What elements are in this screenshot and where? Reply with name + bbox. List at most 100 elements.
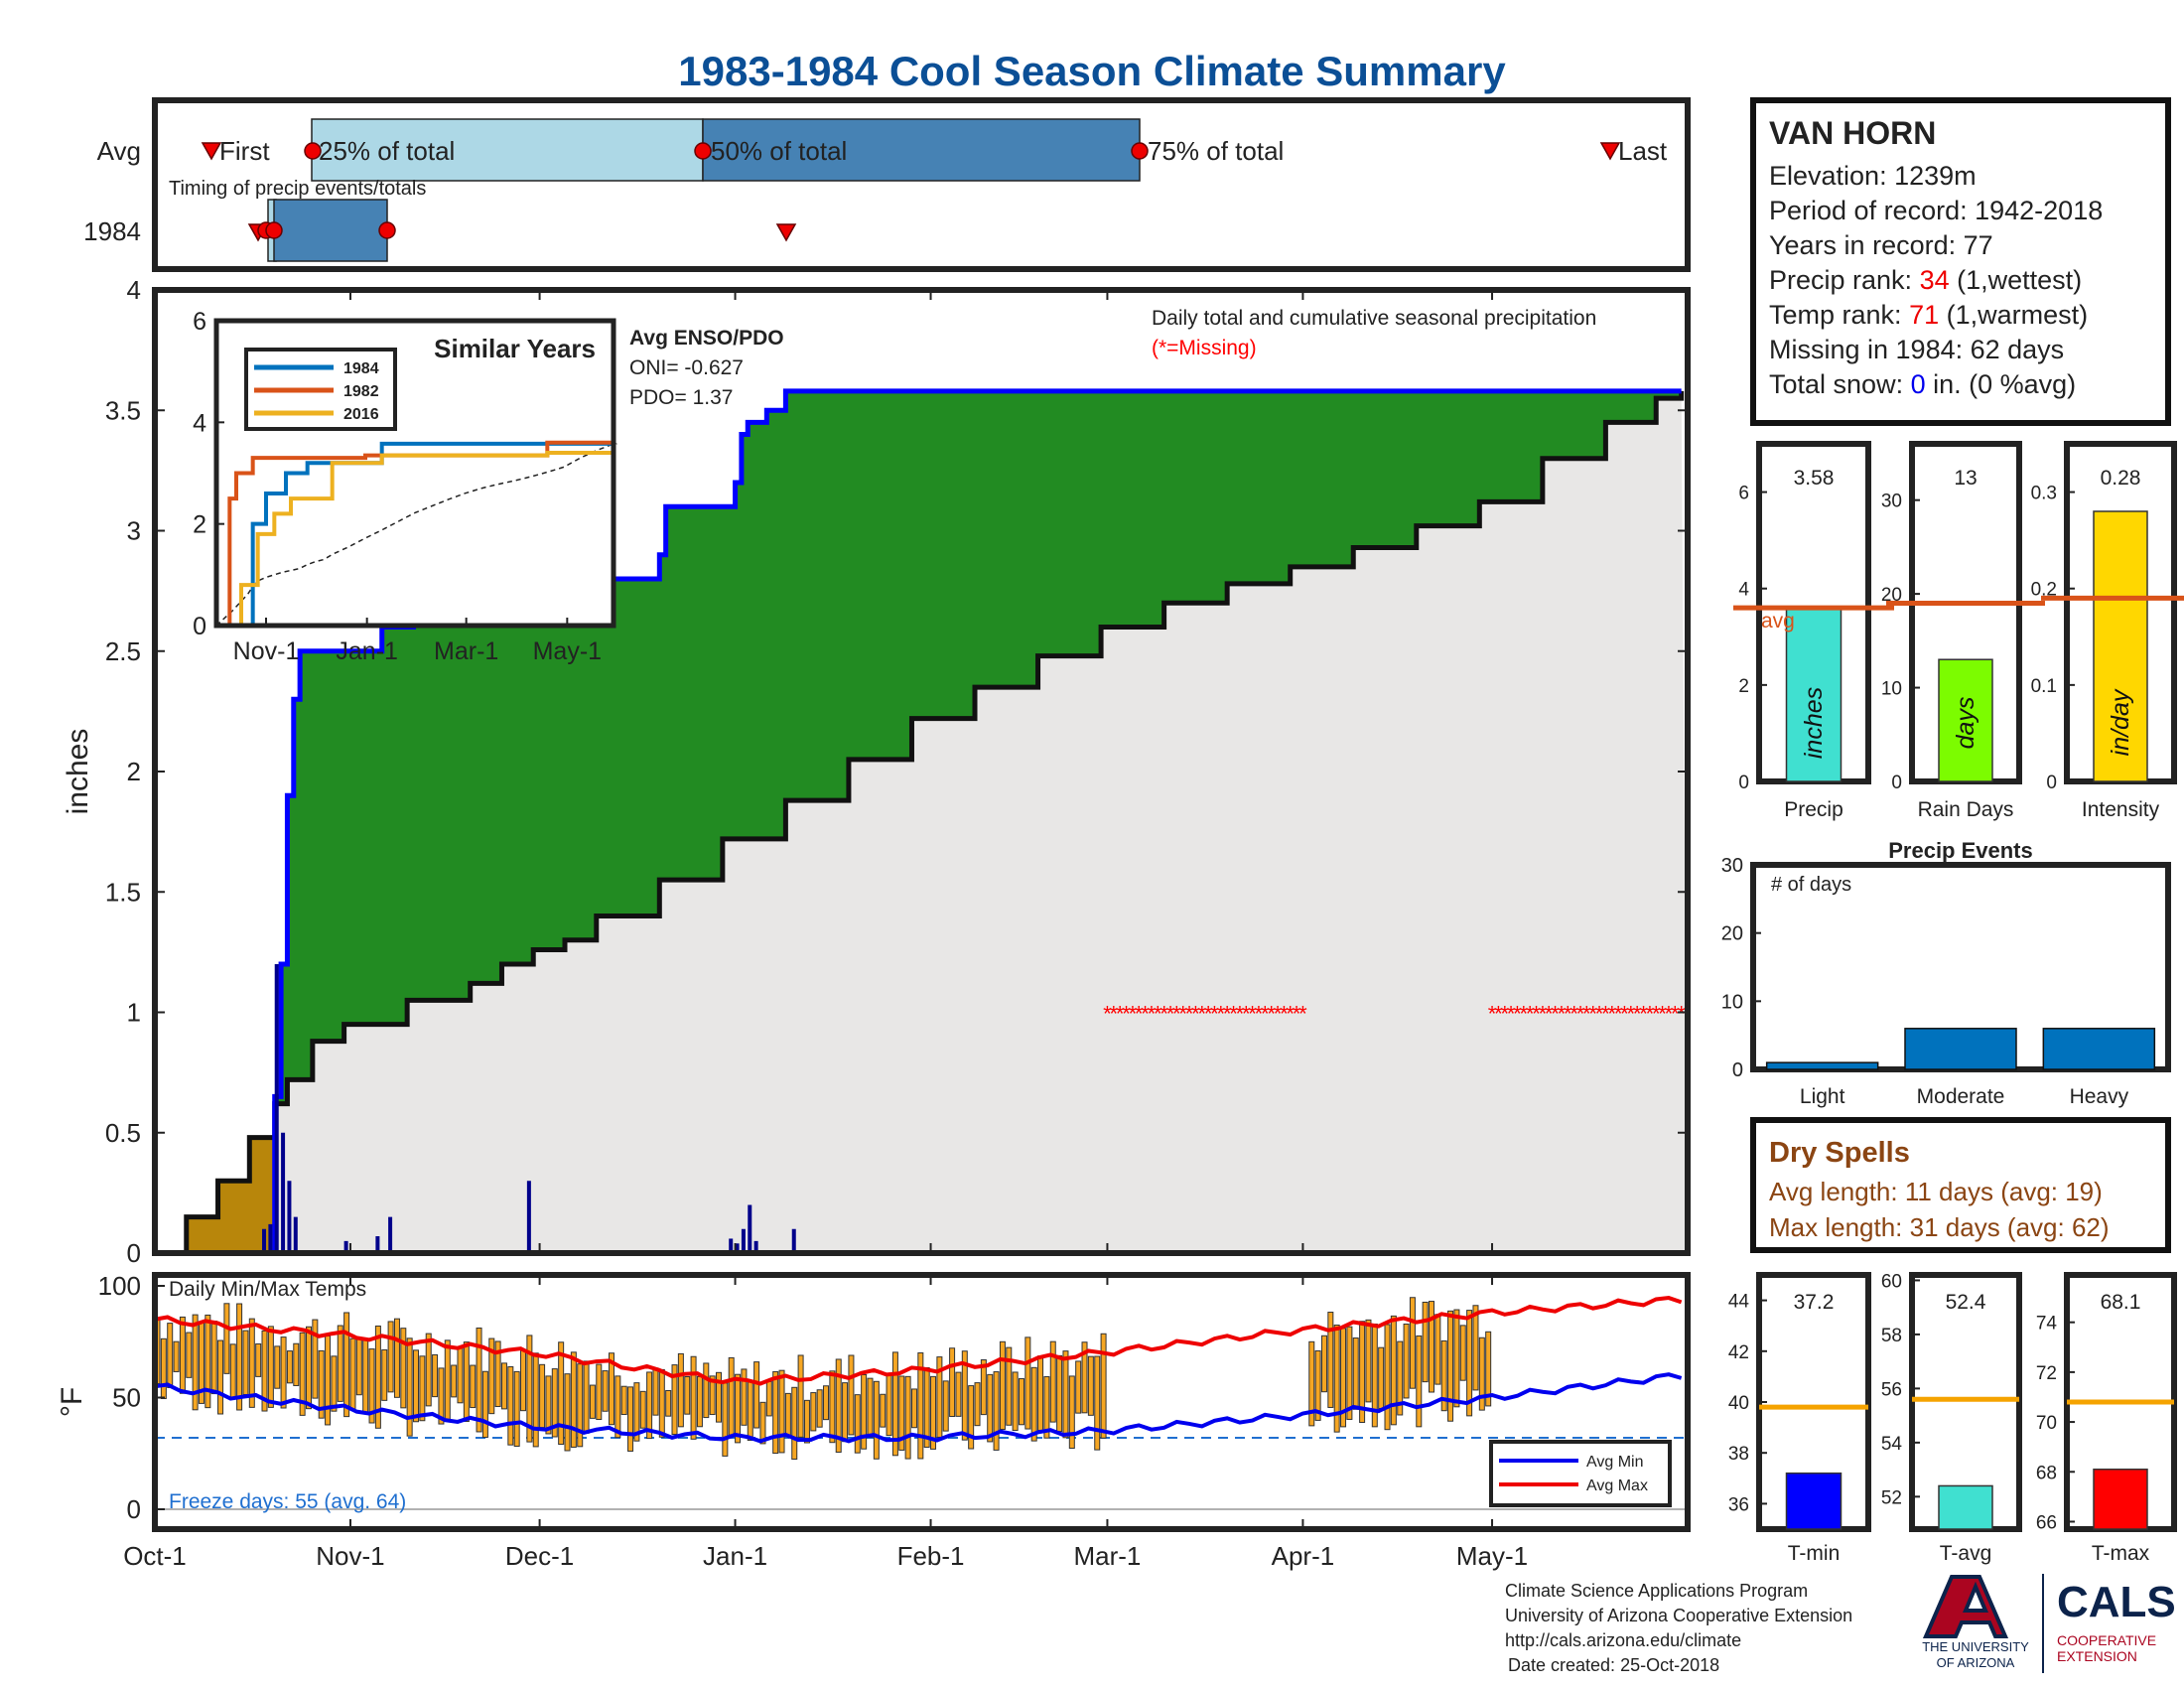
events-bar [1765,1061,1879,1070]
daily-temp-bar [526,1335,533,1443]
missing-day-marker: * [1178,1002,1187,1027]
oni-value: ONI= -0.627 [629,356,744,379]
missing-day-marker: * [1582,1002,1591,1027]
temp-summary-y-tick-label: 58 [1881,1326,1902,1346]
daily-temp-bar [564,1373,571,1452]
daily-precip-bar [281,1132,286,1253]
daily-temp-bar [1333,1325,1340,1433]
summary-bar [1785,608,1843,782]
x-tick-label: May-1 [1456,1541,1528,1571]
events-bar [2042,1028,2156,1070]
daily-temp-bar [1434,1314,1441,1385]
station-precip-rank-part: Precip rank: [1769,265,1920,295]
missing-day-marker: * [1116,1002,1125,1027]
cals-logo-text: CALS [2057,1578,2176,1626]
daily-temp-bar [1314,1349,1321,1421]
daily-temp-bar [955,1371,962,1417]
daily-temp-bar [910,1388,917,1429]
daily-temp-bar [223,1303,230,1374]
summary-y-tick-label: 0.3 [2031,484,2057,504]
daily-temp-bar [684,1375,691,1415]
inset-series-line-1984 [216,441,615,628]
daily-temp-bar [387,1321,394,1393]
daily-temp-bar [274,1345,281,1389]
daily-temp-bar [331,1355,338,1412]
ua-text-1: THE UNIVERSITY [1922,1639,2029,1654]
missing-day-marker: * [1646,1002,1655,1027]
daily-temp-bar [160,1337,167,1400]
legend-min-label: Avg Min [1586,1454,1644,1471]
footer-line-3: http://cals.arizona.edu/climate [1505,1630,1741,1650]
daily-temp-bar [570,1351,577,1448]
avg-min-line [154,1372,1683,1444]
daily-temp-bar [987,1373,994,1443]
temp-summary-y-tick-label: 54 [1881,1434,1903,1455]
timing-first-label: First [219,136,270,166]
temp-summary-y-tick-label: 44 [1728,1292,1750,1313]
precip-events-chart: Precip Events # of days Light Moderate Heavy… [1721,838,2171,1108]
temp-summary-label: T-avg [1940,1542,1992,1565]
missing-day-marker: * [1293,1002,1301,1027]
daily-temp-bar [577,1363,584,1448]
daily-temp-bar [608,1352,614,1426]
daily-temp-bar [1037,1355,1044,1431]
timing-q50-marker [694,142,712,160]
daily-temp-bar [413,1349,420,1423]
summary-y-tick-label: 0.1 [2031,676,2057,697]
daily-temp-bar [173,1340,180,1372]
inset-frame [213,318,616,629]
precip-y-tick-label: 4 [127,275,141,305]
daily-temp-bar [589,1384,596,1419]
missing-day-marker: * [1197,1002,1206,1027]
timing-last-marker [1599,142,1621,161]
daily-temp-bar [457,1346,464,1404]
daily-precip-bar [343,1240,348,1253]
missing-day-marker: * [1652,1002,1661,1027]
station-precip-rank-part: 34 [1920,265,1950,295]
average-cumulative-line [155,390,1685,1256]
temperature-chart: 0 50 100 °F Daily Min/Max Temps Freeze days: … [56,1271,1691,1532]
missing-day-marker: * [1223,1002,1232,1027]
enso-title: Avg ENSO/PDO [629,327,784,350]
temp-summary-bar [2093,1469,2148,1530]
dry-spells-box: Dry Spells Avg length: 11 days (avg: 19) M… [1750,1117,2171,1253]
daily-temp-bar [432,1353,439,1398]
events-bar [1904,1028,2017,1070]
daily-temp-bar [1018,1378,1024,1426]
station-temp-rank-part: 71 [1909,300,1939,330]
daily-temp-bar [671,1364,678,1436]
missing-day-marker: * [1558,1002,1567,1027]
daily-temp-bar [520,1348,527,1412]
station-temp-rank: Temp rank: 71 (1,warmest) [1769,300,2088,330]
missing-day-marker: * [1129,1002,1138,1027]
missing-note: (*=Missing) [1152,337,1257,359]
daily-temp-bar [229,1343,236,1399]
summary-bar [2093,510,2148,782]
daily-precip-bar [287,1181,292,1253]
daily-temp-bar [942,1380,949,1432]
daily-temp-bar [861,1373,868,1450]
daily-temp-bar [312,1319,319,1399]
university-logo-icon [1922,1575,2009,1638]
daily-temp-bar [1365,1319,1372,1403]
daily-temp-bar [848,1354,855,1436]
precip-y-tick-label: 1 [127,998,141,1028]
station-snow-part: Total snow: [1769,369,1911,399]
daily-precip-bar [293,1216,298,1253]
missing-day-marker: * [1658,1002,1667,1027]
daily-temp-bar [470,1364,477,1409]
daily-temp-bar [974,1382,981,1427]
daily-temp-bar [646,1371,653,1440]
daily-temp-bar [1453,1309,1460,1408]
temp-summary-bar [1938,1484,1993,1530]
station-precip-rank-part: (1,wettest) [1950,265,2083,295]
temp-summary-y-tick-label: 36 [1728,1494,1749,1515]
daily-temp-bar [627,1386,634,1452]
events-category-label: Heavy [2070,1085,2129,1108]
daily-temp-bar [993,1371,1000,1451]
temp-summary-y-tick-label: 40 [1728,1393,1749,1414]
inset-x-tick-label: Mar-1 [434,637,498,665]
daily-temp-bar [349,1337,356,1411]
inset-y-tick-label: 2 [193,511,206,539]
precip-y-tick-label: 1.5 [105,877,141,907]
